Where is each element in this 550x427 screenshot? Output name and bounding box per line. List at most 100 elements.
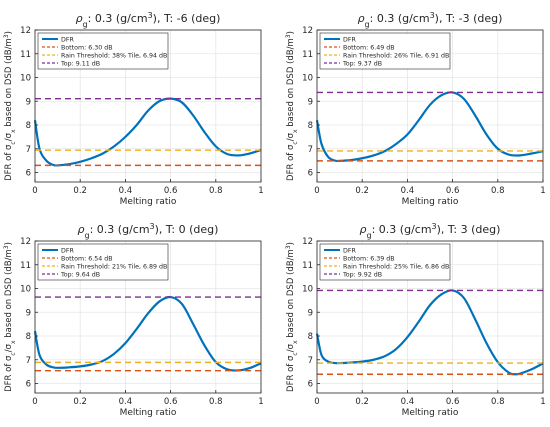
legend-label: DFR [343,36,356,43]
text-fragment: ), T: 0 (deg) [155,223,219,236]
axes-box [316,29,544,183]
text-fragment: /σ [4,132,14,141]
legend-box [37,32,169,70]
y-tick-label: 7 [308,356,313,366]
text-fragment: 3 [285,245,292,249]
text-fragment: ρ [78,223,85,236]
text-fragment: g [83,20,88,29]
x-tick-label: 1 [258,397,263,407]
x-tick-label: 0 [32,397,37,407]
x-tick-label: 0.6 [446,397,460,407]
y-tick-label: 12 [20,237,31,247]
text-fragment: x [10,129,17,133]
axes-box [34,240,262,394]
x-tick-label: 0.2 [355,186,369,196]
chart-title: ρg: 0.3 (g/cm3), T: -3 (deg) [358,11,503,29]
y-tick-label: 6 [308,380,313,390]
x-tick-label: 0.4 [119,186,133,196]
y-tick-label: 8 [26,332,31,342]
y-tick-label: 10 [302,285,313,295]
legend-label: Top: 9.11 dB [60,60,100,67]
y-tick-label: 12 [20,26,31,36]
x-tick-label: 1 [540,397,545,407]
text-fragment: DFR of σ [286,355,296,392]
x-tick-label: 0 [314,397,319,407]
text-fragment: ) [4,242,14,245]
text-fragment: based on DSD (dB/m [286,249,296,340]
text-fragment: DFR of σ [286,144,296,181]
text-fragment: /σ [4,343,14,352]
x-tick-label: 0.8 [491,397,505,407]
text-fragment: based on DSD (dB/m [286,38,296,129]
y-tick-label: 11 [20,50,31,60]
text-fragment: c [292,141,299,144]
text-fragment: ρ [76,12,83,25]
text-fragment: ρ [360,223,367,236]
y-tick-label: 11 [20,261,31,271]
y-axis-label: DFR of σc/σx based on DSD (dB/m3) [3,31,17,181]
text-fragment: based on DSD (dB/m [4,249,14,340]
text-fragment: 3 [3,34,10,38]
text-fragment: ), T: -3 (deg) [435,12,503,25]
x-tick-label: 0.6 [446,186,460,196]
x-tick-label: 0 [314,186,319,196]
x-axis-label: Melting ratio [120,408,177,418]
y-tick-label: 6 [26,169,31,179]
legend-label: Top: 9.37 dB [342,60,382,67]
y-tick-label: 6 [26,380,31,390]
x-tick-label: 0 [32,186,37,196]
y-tick-label: 9 [308,308,313,318]
legend-label: DFR [343,247,356,254]
y-tick-label: 9 [308,97,313,107]
legend-label: Top: 9.64 dB [60,271,100,278]
x-tick-label: 1 [540,186,545,196]
y-tick-label: 10 [302,74,313,84]
text-fragment: : 0.3 (g/cm [372,223,432,236]
text-fragment: 3 [3,245,10,249]
y-tick-label: 6 [308,169,313,179]
x-axis-label: Melting ratio [120,197,177,207]
legend-box [319,243,451,281]
text-fragment: x [10,340,17,344]
x-axis-label: Melting ratio [402,197,459,207]
y-tick-label: 9 [26,308,31,318]
x-tick-label: 0.2 [73,397,87,407]
axes-box [316,240,544,394]
legend-label: Rain Threshold: 26% Tile, 6.91 dB [343,52,449,59]
legend-label: Rain Threshold: 21% Tile, 6.89 dB [61,263,167,270]
text-fragment: c [10,141,17,144]
x-tick-label: 0.6 [164,397,178,407]
legend-label: Rain Threshold: 38% Tile, 6.94 dB [61,52,167,59]
dfr-curve [33,295,262,372]
x-tick-label: 0.2 [73,186,87,196]
y-tick-label: 10 [20,285,31,295]
text-fragment: /σ [286,343,296,352]
x-tick-label: 0.4 [119,397,133,407]
text-fragment: 3 [430,11,435,20]
text-fragment: 3 [150,222,155,231]
x-tick-label: 0.8 [209,397,223,407]
text-fragment: ), T: 3 (deg) [437,223,501,236]
text-fragment: x [292,129,299,133]
text-fragment: g [85,231,90,240]
legend-label: DFR [61,36,74,43]
y-tick-label: 9 [26,97,31,107]
text-fragment: 3 [432,222,437,231]
text-fragment: ), T: -6 (deg) [153,12,221,25]
chart-title: ρg: 0.3 (g/cm3), T: 3 (deg) [360,222,501,240]
chart-title: ρg: 0.3 (g/cm3), T: 0 (deg) [78,222,219,240]
text-fragment: ρ [358,12,365,25]
x-tick-label: 0.4 [401,186,415,196]
chart-panel-4: 0 0.2 0.4 0.6 0.8 1 6 7 8 9 10 11 12 Melting ratio DFR… [285,222,546,419]
text-fragment: x [292,340,299,344]
legend-label: Bottom: 6.39 dB [343,255,395,262]
text-fragment: DFR of σ [4,144,14,181]
text-fragment: : 0.3 (g/cm [88,12,148,25]
text-fragment: ) [286,31,296,34]
text-fragment: ) [4,31,14,34]
x-tick-label: 0.2 [355,397,369,407]
x-tick-label: 1 [258,186,263,196]
x-tick-label: 0.8 [491,186,505,196]
